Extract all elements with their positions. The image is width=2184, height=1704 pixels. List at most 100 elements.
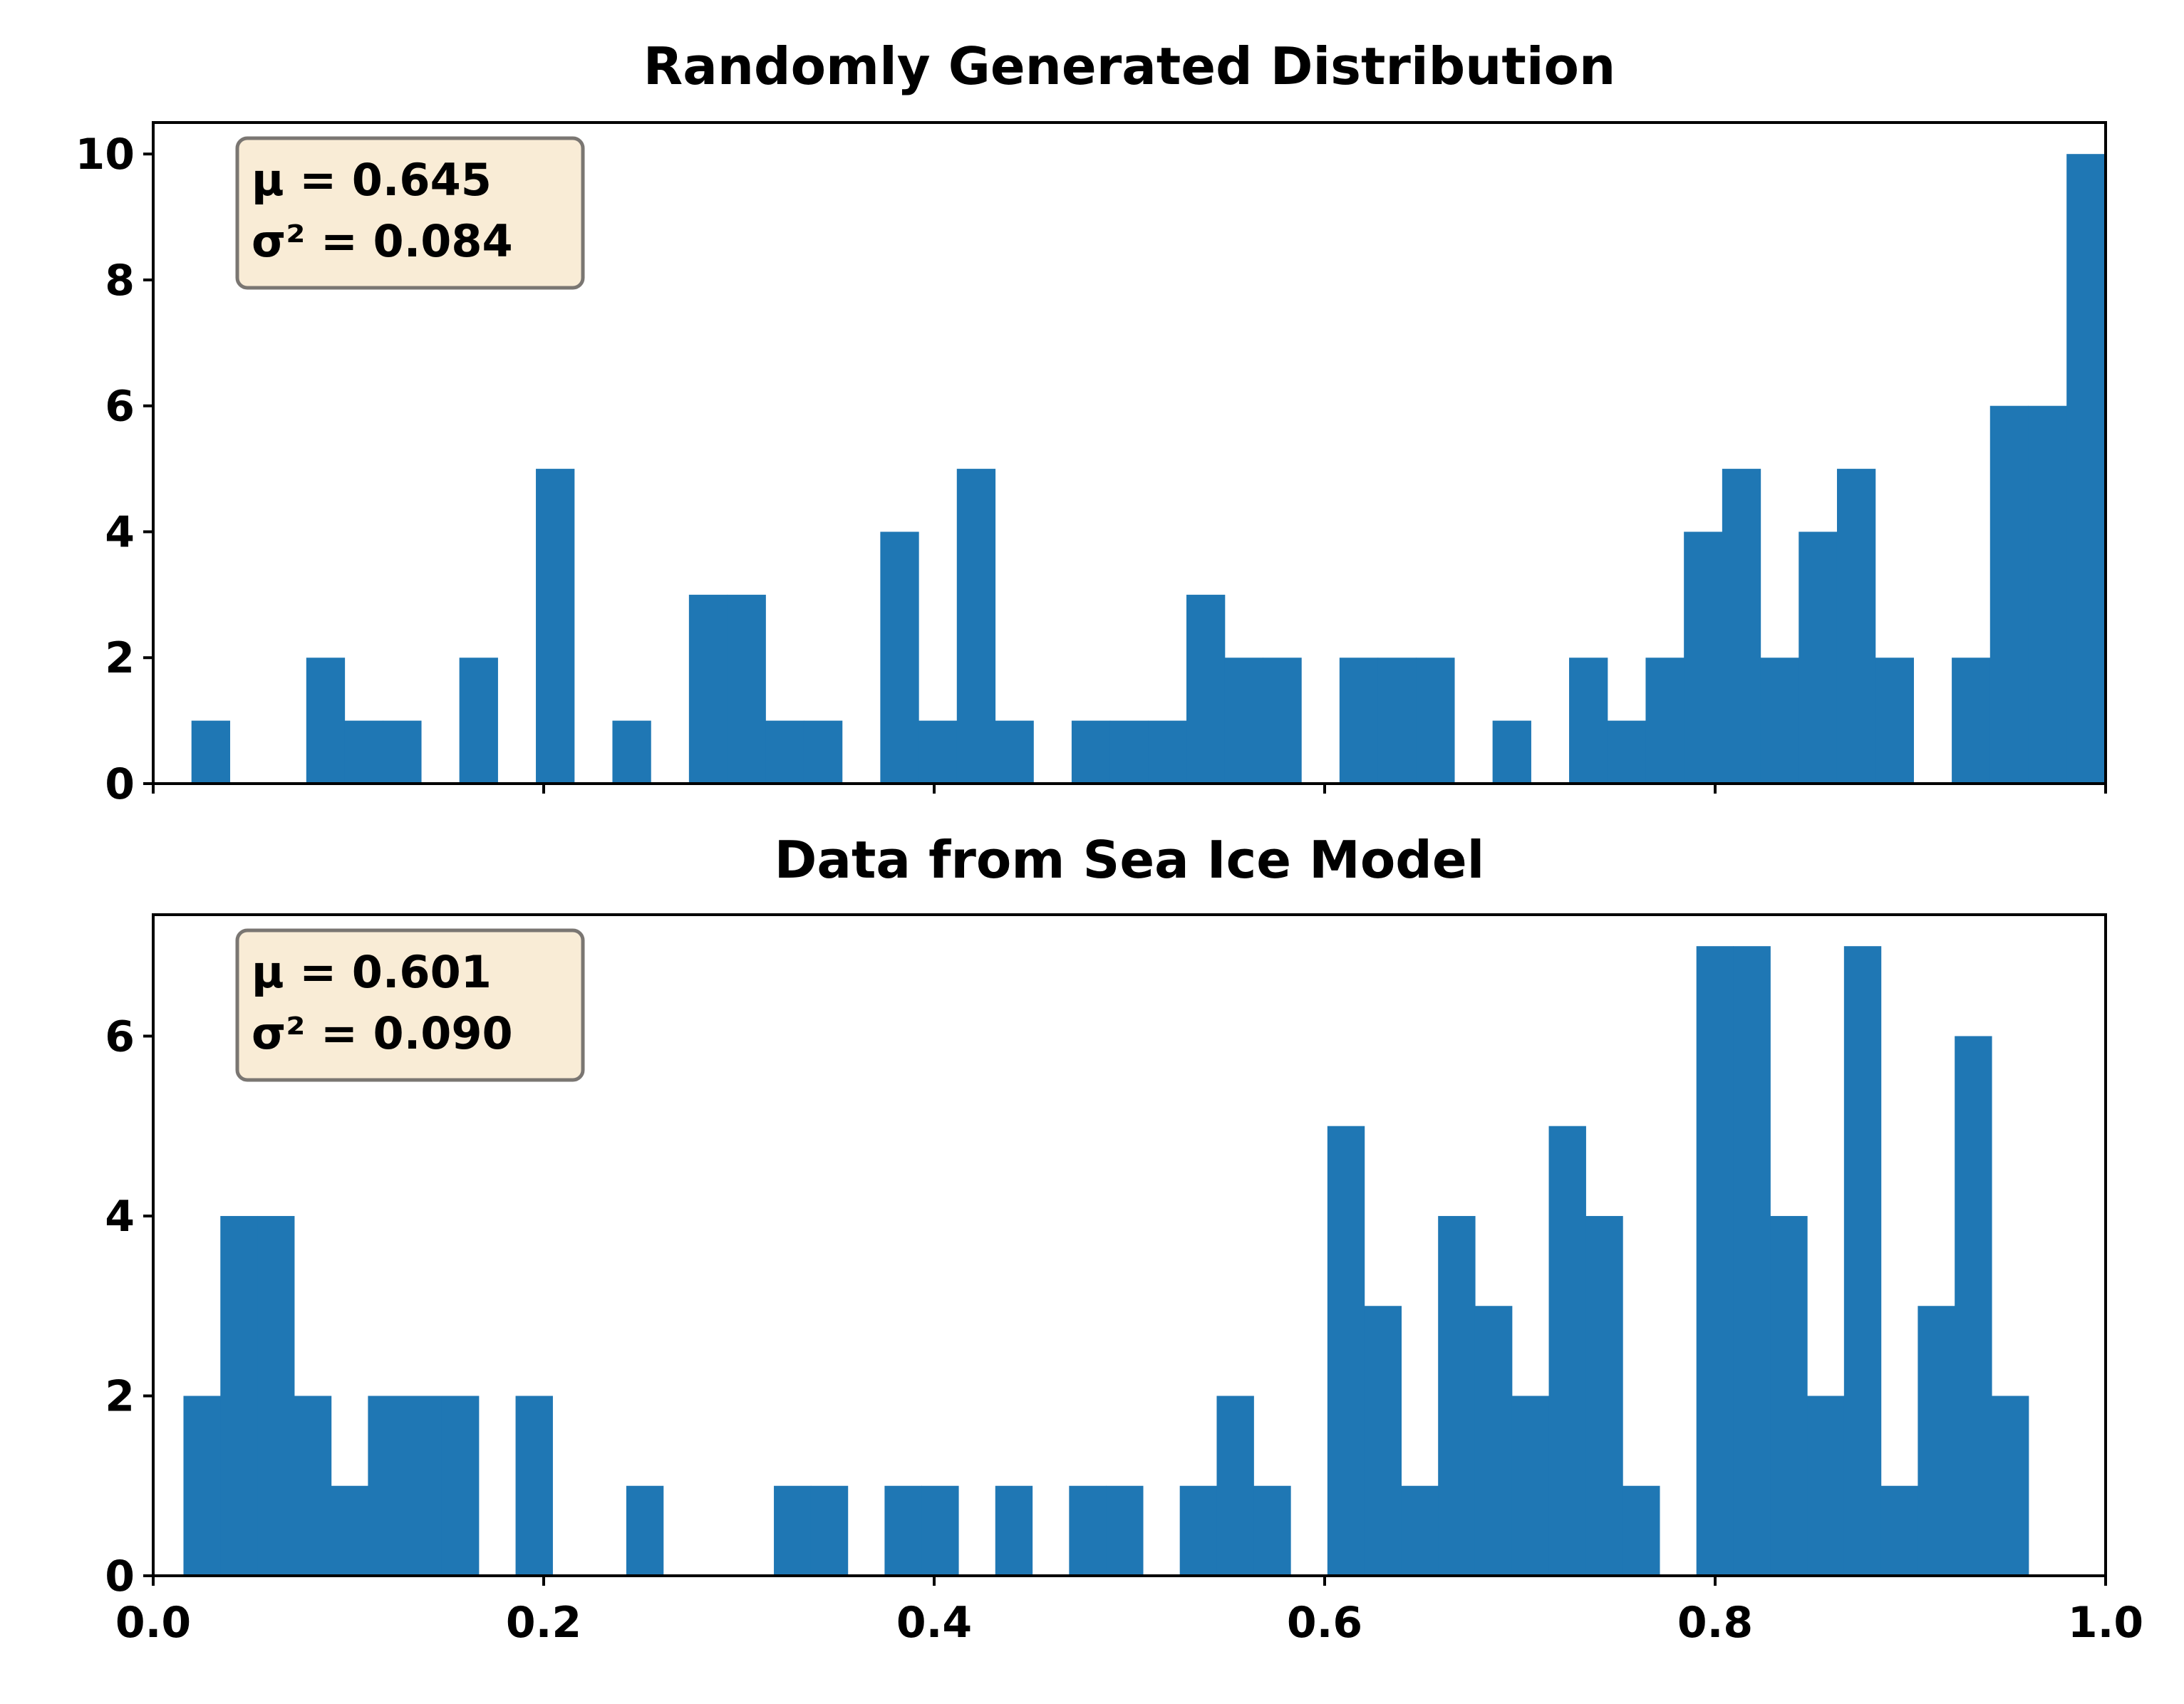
histogram-bar bbox=[1955, 1036, 1992, 1576]
histogram-bar bbox=[1179, 1485, 1218, 1576]
histogram-bar bbox=[774, 1485, 812, 1576]
histogram-bar bbox=[1760, 658, 1799, 784]
histogram-bar bbox=[441, 1396, 480, 1576]
histogram-bar bbox=[1474, 1306, 1513, 1576]
histogram-bar bbox=[1416, 658, 1455, 784]
histogram-bar bbox=[1263, 658, 1302, 784]
histogram-bar bbox=[880, 531, 919, 784]
x-axis bbox=[152, 784, 2107, 794]
histogram-bar bbox=[1875, 658, 1914, 784]
histogram-bar bbox=[1607, 720, 1647, 784]
panel-random-distribution: Randomly Generated Distribution 0246810 … bbox=[76, 36, 2107, 809]
chart-title: Randomly Generated Distribution bbox=[643, 36, 1615, 96]
mean-label: μ = 0.601 bbox=[252, 946, 492, 998]
x-axis: 0.0 0.2 0.4 0.6 0.8 1.0 bbox=[115, 1576, 2143, 1648]
histogram-bar bbox=[956, 469, 996, 784]
stats-box-frame bbox=[235, 136, 585, 290]
histogram-bar bbox=[1722, 469, 1761, 784]
histogram-bar bbox=[1511, 1396, 1550, 1576]
histogram-bar bbox=[1952, 658, 1991, 784]
bar-group bbox=[183, 946, 2029, 1576]
y-tick-label: 8 bbox=[105, 256, 135, 306]
histogram-bar bbox=[257, 1215, 295, 1576]
histogram-bar bbox=[765, 720, 804, 784]
histogram-bar bbox=[1989, 405, 2029, 784]
y-tick-label: 2 bbox=[105, 633, 135, 683]
histogram-bar bbox=[688, 594, 728, 784]
histogram-bar bbox=[1807, 1396, 1845, 1576]
histogram-bar bbox=[1799, 531, 1838, 784]
histogram-bar bbox=[344, 720, 383, 784]
histogram-bar bbox=[1377, 658, 1417, 784]
histogram-bar bbox=[1106, 1485, 1144, 1576]
histogram-bar bbox=[1585, 1215, 1623, 1576]
histogram-bar bbox=[1623, 1485, 1660, 1576]
histogram-bar bbox=[1224, 658, 1264, 784]
histogram-bar bbox=[612, 720, 651, 784]
histogram-bar bbox=[884, 1485, 922, 1576]
axes-frame bbox=[152, 913, 2107, 1577]
histogram-bar bbox=[1148, 720, 1187, 784]
histogram-bar bbox=[1918, 1306, 1955, 1576]
y-axis: 0 2 4 6 bbox=[105, 1012, 153, 1601]
y-axis: 0 2 4 6 8 10 bbox=[76, 130, 153, 809]
histogram-bar bbox=[183, 1396, 221, 1576]
histogram-bar bbox=[2028, 405, 2067, 784]
x-tick-label: 1.0 bbox=[2068, 1598, 2143, 1648]
histogram-bar bbox=[383, 720, 422, 784]
chart-title: Data from Sea Ice Model bbox=[775, 830, 1485, 890]
axes-frame bbox=[152, 121, 2107, 785]
histogram-bar bbox=[1364, 1306, 1402, 1576]
histogram-bar bbox=[921, 1485, 959, 1576]
histogram-bar bbox=[220, 1215, 258, 1576]
y-tick-label: 2 bbox=[105, 1371, 135, 1421]
histogram-bar bbox=[727, 594, 766, 784]
histogram-bar bbox=[1548, 1126, 1586, 1576]
histogram-bar bbox=[1991, 1396, 2029, 1576]
histogram-bar bbox=[810, 1485, 849, 1576]
bar-group bbox=[191, 154, 2106, 784]
histogram-bar bbox=[1216, 1396, 1254, 1576]
histogram-bar bbox=[995, 1485, 1033, 1576]
y-tick-label: 6 bbox=[105, 1012, 135, 1061]
stats-box: μ = 0.601 σ² = 0.090 bbox=[235, 928, 585, 1082]
histogram-bar bbox=[294, 1396, 332, 1576]
histogram-bar bbox=[1684, 531, 1723, 784]
histogram-bar bbox=[405, 1396, 443, 1576]
y-tick-label: 4 bbox=[105, 507, 135, 557]
histogram-bar bbox=[306, 658, 346, 784]
x-tick-label: 0.6 bbox=[1287, 1598, 1362, 1648]
y-tick-label: 4 bbox=[105, 1192, 135, 1242]
x-tick-label: 0.8 bbox=[1677, 1598, 1753, 1648]
histogram-bar bbox=[191, 720, 231, 784]
histogram-bar bbox=[1569, 658, 1608, 784]
histogram-bar bbox=[1438, 1215, 1476, 1576]
histogram-bar bbox=[368, 1396, 405, 1576]
histogram-bar bbox=[459, 658, 498, 784]
variance-label: σ² = 0.084 bbox=[252, 215, 513, 267]
histogram-bar bbox=[1880, 1485, 1919, 1576]
variance-label: σ² = 0.090 bbox=[252, 1007, 513, 1059]
x-tick-label: 0.0 bbox=[115, 1598, 191, 1648]
y-tick-label: 6 bbox=[105, 382, 135, 432]
y-tick-label: 0 bbox=[105, 759, 135, 809]
x-tick-label: 0.2 bbox=[506, 1598, 581, 1648]
histogram-bar bbox=[1109, 720, 1149, 784]
histogram-bar bbox=[536, 469, 575, 784]
histogram-bar bbox=[1071, 720, 1111, 784]
histogram-bar bbox=[1696, 946, 1734, 1576]
histogram-bar bbox=[1733, 946, 1771, 1576]
histogram-bar bbox=[918, 720, 958, 784]
stats-box-frame bbox=[235, 928, 585, 1082]
histogram-bar bbox=[1843, 946, 1882, 1576]
histogram-bar bbox=[803, 720, 843, 784]
histogram-bar bbox=[2066, 154, 2106, 784]
y-tick-label: 10 bbox=[76, 130, 135, 180]
histogram-bar bbox=[626, 1485, 664, 1576]
histogram-bar bbox=[1836, 469, 1876, 784]
y-tick-label: 0 bbox=[105, 1552, 135, 1601]
histogram-bar bbox=[1186, 594, 1226, 784]
